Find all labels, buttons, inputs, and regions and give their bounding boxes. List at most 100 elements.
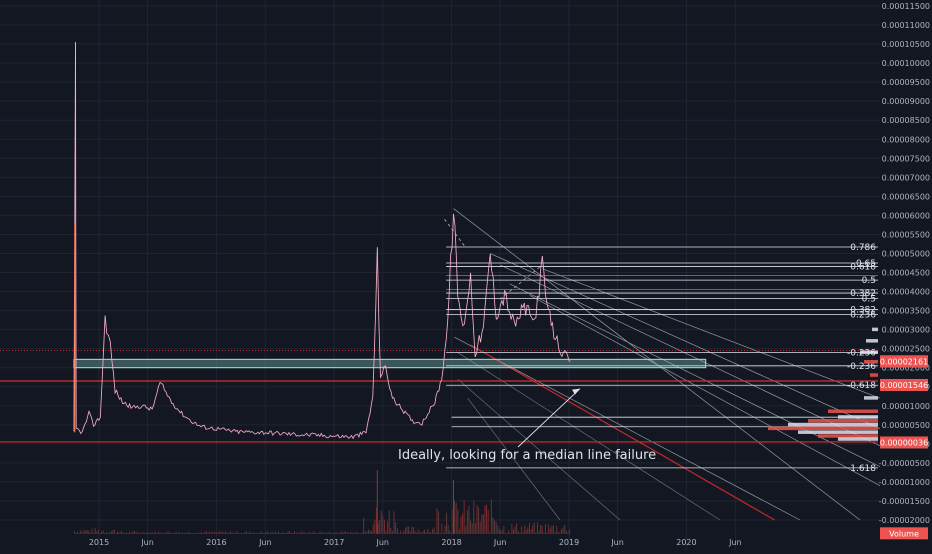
volume-bar xyxy=(250,533,252,534)
volume-bar xyxy=(535,532,537,534)
price-label-box xyxy=(880,527,928,540)
volume-bar xyxy=(412,527,414,534)
arrow-head xyxy=(572,388,580,395)
volume-bar xyxy=(80,530,82,534)
volume-bar xyxy=(177,533,179,534)
volume-bar xyxy=(533,522,535,534)
volume-bar xyxy=(524,525,526,534)
y-tick-label: 0.00005000 xyxy=(882,249,930,258)
volume-bar xyxy=(463,500,465,534)
volume-bar xyxy=(141,531,143,534)
volume-bar xyxy=(196,533,198,534)
volume-bar xyxy=(425,533,427,534)
x-tick-label: Jun xyxy=(140,538,154,547)
grid xyxy=(0,0,880,550)
volume-bar xyxy=(404,527,406,534)
volume-bar xyxy=(503,525,505,534)
volume-bar xyxy=(532,525,534,534)
volume-bar xyxy=(343,531,345,534)
volume-bar xyxy=(367,529,369,534)
volume-bar xyxy=(83,530,85,534)
volume-bar xyxy=(508,530,510,534)
volume-bar xyxy=(130,533,132,534)
volume-bar xyxy=(369,530,371,534)
volume-bar xyxy=(201,532,203,534)
volume-bar xyxy=(162,533,164,534)
x-tick-label: Jun xyxy=(610,538,624,547)
volume-bar xyxy=(75,533,77,534)
support-zone-box xyxy=(73,358,707,369)
volume-bar xyxy=(253,532,255,534)
volume-bar xyxy=(398,533,400,534)
volume-bars xyxy=(73,470,570,534)
volume-bar xyxy=(382,515,384,534)
volume-bar xyxy=(528,523,530,534)
volume-bar xyxy=(424,529,426,534)
volume-bar xyxy=(78,533,80,534)
volume-bar xyxy=(468,506,470,534)
volume-bar xyxy=(487,509,489,534)
volume-bar xyxy=(159,532,161,534)
volume-bar xyxy=(411,526,413,534)
x-tick-label: Jun xyxy=(493,538,507,547)
volume-bar xyxy=(73,531,75,534)
volume-bar xyxy=(245,531,247,534)
volume-bar xyxy=(361,533,363,534)
volume-bar xyxy=(314,533,316,534)
fib-label: 0.382 xyxy=(850,289,876,299)
volume-bar xyxy=(105,531,107,534)
volume-bar xyxy=(509,533,511,534)
volume-bar xyxy=(167,531,169,534)
pitchfork-line xyxy=(542,268,881,399)
price-label: 0.00001546 xyxy=(880,381,928,390)
volume-bar xyxy=(536,522,538,534)
volume-profile-row xyxy=(818,434,878,438)
volume-bar xyxy=(366,531,368,534)
y-tick-label: -0.00000500 xyxy=(879,459,930,468)
volume-profile-row xyxy=(870,373,878,377)
volume-bar xyxy=(497,525,499,534)
volume-bar xyxy=(439,533,441,534)
volume-bar xyxy=(86,529,88,534)
volume-bar xyxy=(124,532,126,534)
volume-bar xyxy=(143,533,145,534)
volume-bar xyxy=(156,533,158,534)
volume-bar xyxy=(414,530,416,534)
volume-bar xyxy=(228,532,230,534)
volume-bar xyxy=(400,530,402,534)
volume-bar xyxy=(204,532,206,534)
y-tick-label: 0.00003500 xyxy=(882,307,930,316)
y-tick-label: 0.00008500 xyxy=(882,116,930,125)
volume-profile-row xyxy=(828,409,878,413)
volume-bar xyxy=(194,533,196,534)
volume-bar xyxy=(337,533,339,534)
volume-bar xyxy=(457,509,459,534)
fib-label: -0.618 xyxy=(847,381,876,391)
volume-bar xyxy=(484,505,486,534)
volume-bar xyxy=(538,530,540,534)
y-tick-label: 0.00006000 xyxy=(882,211,930,220)
volume-bar xyxy=(501,529,503,534)
volume-bar xyxy=(387,521,389,534)
volume-bar xyxy=(391,530,393,534)
volume-bar xyxy=(289,531,291,534)
volume-profile-row xyxy=(768,426,878,431)
volume-bar xyxy=(88,530,90,534)
volume-bar xyxy=(233,533,235,534)
volume-bar xyxy=(186,532,188,534)
volume-bar xyxy=(109,532,111,534)
y-tick-label: 0.00003000 xyxy=(882,326,930,335)
price-label: 0.00000036 xyxy=(880,438,928,447)
volume-bar xyxy=(154,531,156,534)
volume-bar xyxy=(363,518,365,534)
volume-bar xyxy=(217,532,219,534)
volume-bar xyxy=(199,532,201,534)
volume-bar xyxy=(85,531,87,534)
volume-bar xyxy=(121,531,123,534)
volume-bar xyxy=(395,522,397,534)
volume-bar xyxy=(466,510,468,534)
volume-bar xyxy=(551,525,553,534)
volume-profile-row xyxy=(838,437,878,441)
volume-bar xyxy=(265,533,267,534)
volume-bar xyxy=(450,532,452,534)
